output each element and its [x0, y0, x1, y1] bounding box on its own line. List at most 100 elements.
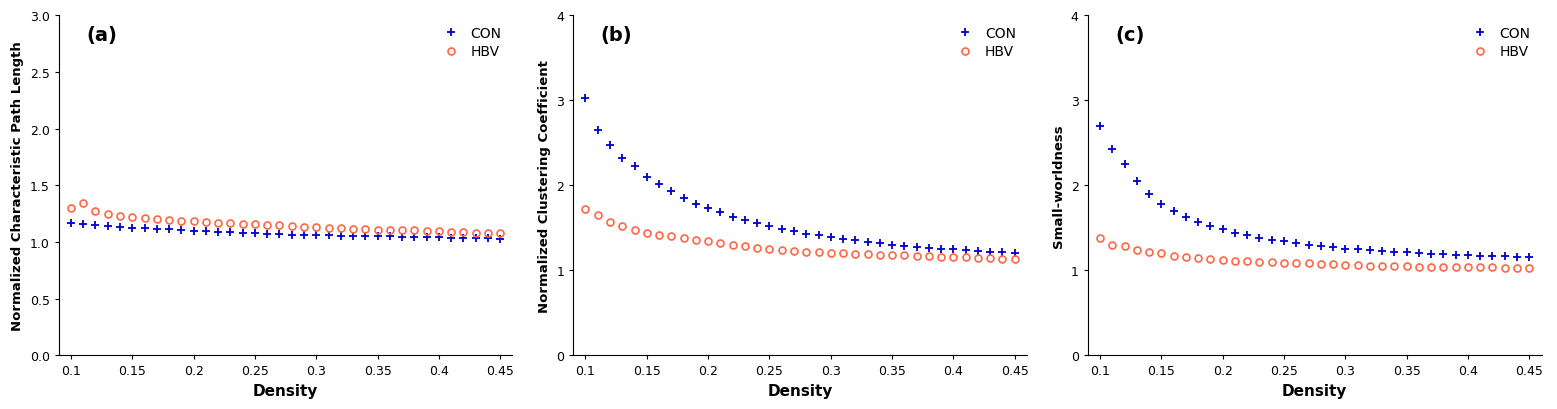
HBV	[626, 228, 645, 233]
CON	[367, 234, 386, 239]
HBV	[430, 229, 448, 234]
CON	[86, 223, 104, 228]
CON	[1361, 248, 1380, 253]
CON	[98, 224, 117, 229]
CON	[1102, 148, 1121, 153]
HBV	[674, 236, 693, 241]
CON	[111, 225, 129, 230]
HBV	[883, 253, 902, 258]
CON	[1348, 247, 1367, 252]
Line: HBV: HBV	[67, 200, 503, 237]
HBV	[613, 224, 632, 229]
CON	[319, 233, 338, 238]
HBV	[895, 253, 914, 258]
CON	[442, 236, 461, 240]
CON	[1250, 236, 1269, 241]
HBV	[1288, 261, 1306, 266]
HBV	[148, 217, 167, 222]
HBV	[1102, 243, 1121, 247]
HBV	[747, 246, 766, 251]
CON	[724, 215, 743, 220]
CON	[392, 235, 411, 240]
CON	[234, 231, 252, 236]
HBV	[1446, 265, 1465, 270]
CON	[1373, 249, 1392, 254]
CON	[1397, 250, 1415, 255]
HBV	[662, 234, 680, 239]
Legend: CON, HBV: CON, HBV	[1462, 23, 1535, 63]
Legend: CON, HBV: CON, HBV	[947, 23, 1020, 63]
CON	[171, 228, 190, 233]
HBV	[1348, 263, 1367, 268]
HBV	[1361, 263, 1380, 268]
HBV	[73, 201, 92, 206]
CON	[307, 233, 325, 238]
HBV	[171, 219, 190, 224]
CON	[123, 226, 142, 231]
CON	[760, 224, 778, 229]
X-axis label: Density: Density	[768, 383, 833, 398]
HBV	[993, 257, 1012, 262]
CON	[148, 227, 167, 232]
HBV	[760, 247, 778, 252]
CON	[467, 236, 486, 241]
CON	[931, 247, 950, 252]
HBV	[1484, 265, 1503, 270]
CON	[637, 175, 655, 180]
HBV	[478, 231, 497, 236]
CON	[258, 232, 277, 237]
HBV	[1373, 264, 1392, 269]
HBV	[184, 220, 202, 225]
CON	[833, 237, 852, 242]
CON	[712, 211, 730, 216]
Line: CON: CON	[67, 219, 504, 243]
CON	[822, 235, 841, 240]
CON	[981, 250, 1000, 255]
HBV	[1471, 265, 1490, 270]
Line: HBV: HBV	[582, 206, 1018, 263]
HBV	[735, 245, 754, 249]
HBV	[785, 249, 803, 254]
CON	[430, 235, 448, 240]
HBV	[62, 206, 81, 211]
CON	[1434, 252, 1453, 257]
CON	[380, 234, 399, 239]
CON	[405, 235, 424, 240]
HBV	[221, 221, 240, 226]
HBV	[1299, 261, 1317, 266]
HBV	[467, 231, 486, 236]
CON	[196, 229, 215, 234]
HBV	[1386, 264, 1404, 269]
CON	[1484, 254, 1503, 259]
HBV	[1311, 262, 1330, 267]
HBV	[908, 254, 926, 258]
HBV	[931, 254, 950, 259]
HBV	[392, 228, 411, 233]
HBV	[1459, 265, 1478, 270]
CON	[282, 232, 301, 237]
CON	[1507, 255, 1526, 260]
CON	[357, 234, 375, 239]
CON	[1152, 202, 1171, 207]
Text: (b): (b)	[601, 26, 632, 45]
CON	[1263, 238, 1281, 243]
CON	[62, 220, 81, 225]
HBV	[1091, 236, 1110, 241]
CON	[1336, 247, 1355, 252]
HBV	[1165, 254, 1183, 258]
CON	[626, 165, 645, 170]
CON	[1165, 209, 1183, 213]
CON	[576, 97, 595, 102]
HBV	[845, 252, 864, 256]
CON	[674, 196, 693, 201]
HBV	[196, 220, 215, 225]
HBV	[258, 223, 277, 228]
CON	[1288, 241, 1306, 246]
HBV	[209, 220, 227, 225]
Text: (c): (c)	[1115, 26, 1144, 45]
CON	[1200, 224, 1219, 229]
CON	[1140, 192, 1158, 197]
CON	[135, 226, 154, 231]
HBV	[981, 256, 1000, 261]
HBV	[944, 255, 962, 260]
